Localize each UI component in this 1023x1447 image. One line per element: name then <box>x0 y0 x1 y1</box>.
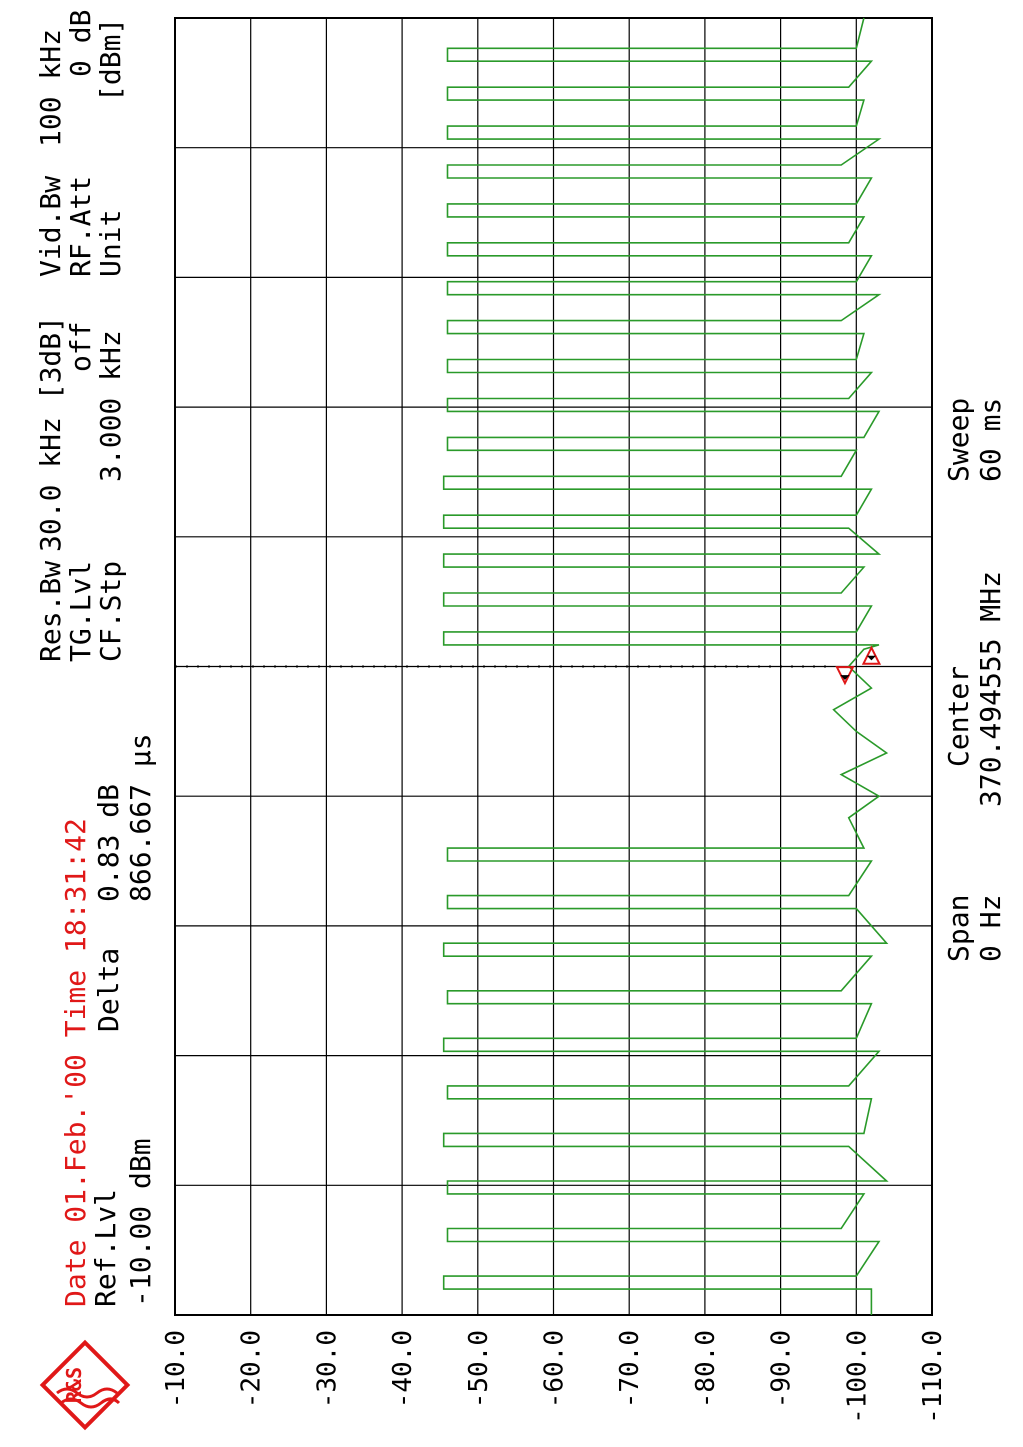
center-value: 370.494555 MHz <box>974 571 1007 807</box>
y-tick-label: -100.0 <box>842 1330 872 1424</box>
marker-tick <box>840 674 850 680</box>
y-tick-label: -40.0 <box>388 1330 418 1408</box>
markers <box>835 645 882 686</box>
span-value: 0 Hz <box>974 895 1007 962</box>
tg-lvl-label: TG.Lvl <box>64 561 97 662</box>
delta-time-value: 866.667 µs <box>124 733 157 902</box>
sweep-label: Sweep <box>942 398 975 482</box>
y-tick-label: -30.0 <box>312 1330 342 1408</box>
rf-att-value: 0 dB <box>64 10 97 77</box>
y-tick-label: -10.0 <box>161 1330 191 1408</box>
ref-level-value: -10.00 dBm <box>124 1138 157 1307</box>
plot-grid <box>174 17 933 1316</box>
tg-lvl-value: off <box>64 321 97 372</box>
y-tick-label: -110.0 <box>918 1330 948 1424</box>
y-tick-label: -60.0 <box>540 1330 570 1408</box>
span-label: Span <box>942 895 975 962</box>
vid-bw-label: Vid.Bw <box>34 176 67 277</box>
rs-logo: R&S <box>39 1339 131 1431</box>
rf-att-label: RF.Att <box>64 176 97 277</box>
y-tick-label: -20.0 <box>237 1330 267 1408</box>
vid-bw-value: 100 kHz <box>34 29 67 147</box>
sweep-value: 60 ms <box>974 398 1007 482</box>
logo-text: R&S <box>62 1367 86 1403</box>
center-label: Center <box>942 666 975 767</box>
unit-value: [dBm] <box>94 18 127 102</box>
delta-db-value: 0.83 dB <box>92 784 125 902</box>
cf-stp-label: CF.Stp <box>94 561 127 662</box>
res-bw-label: Res.Bw <box>34 561 67 662</box>
delta-label: Delta <box>92 948 125 1032</box>
y-tick-label: -70.0 <box>615 1330 645 1408</box>
cf-stp-value: 3.000 kHz <box>94 330 127 482</box>
delta-marker-tick <box>867 655 876 661</box>
y-tick-label: -50.0 <box>464 1330 494 1408</box>
res-bw-value: 30.0 kHz [3dB] <box>34 316 67 552</box>
trace-line <box>442 17 889 1315</box>
ref-level-label: Ref.Lvl <box>89 1189 122 1307</box>
date-time-line: Date 01.Feb.'00 Time 18:31:42 <box>59 818 92 1307</box>
unit-label: Unit <box>94 210 127 277</box>
y-axis-tick-labels: -10.0 -20.0 -30.0 -40.0 -50.0 -60.0 -70.0 -80.0… <box>161 1330 948 1424</box>
y-tick-label: -80.0 <box>691 1330 721 1408</box>
y-tick-label: -90.0 <box>767 1330 797 1408</box>
